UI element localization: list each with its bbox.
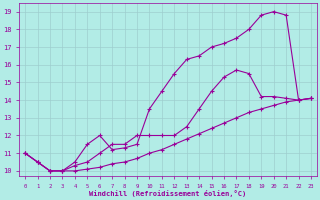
X-axis label: Windchill (Refroidissement éolien,°C): Windchill (Refroidissement éolien,°C) bbox=[90, 190, 247, 197]
